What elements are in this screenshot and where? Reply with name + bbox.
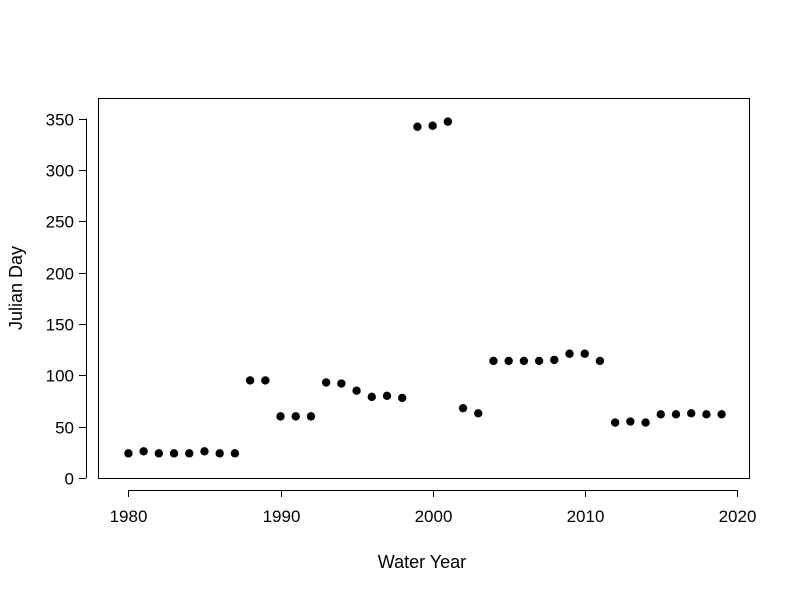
x-axis: 1980 1990 2000 2010 2020 bbox=[110, 490, 757, 526]
y-tick-label: 250 bbox=[46, 213, 74, 232]
y-tick-label: 0 bbox=[65, 470, 74, 489]
y-tick-label: 200 bbox=[46, 265, 74, 284]
data-point bbox=[245, 376, 255, 385]
data-point bbox=[519, 356, 529, 366]
data-point bbox=[276, 412, 285, 421]
y-axis-title: Julian Day bbox=[6, 246, 26, 330]
data-point bbox=[595, 356, 605, 366]
data-point bbox=[474, 409, 483, 418]
y-tick-label: 150 bbox=[46, 316, 74, 335]
y-tick-label: 50 bbox=[55, 419, 74, 438]
data-point bbox=[580, 349, 589, 358]
data-point bbox=[382, 391, 392, 401]
x-tick-label: 1990 bbox=[263, 507, 301, 526]
x-axis-title: Water Year bbox=[378, 552, 466, 572]
data-point bbox=[321, 378, 331, 387]
data-point bbox=[671, 410, 681, 419]
data-point bbox=[215, 449, 224, 458]
data-point bbox=[367, 392, 376, 402]
x-tick-label: 2010 bbox=[567, 507, 605, 526]
data-point bbox=[656, 410, 665, 419]
data-point bbox=[306, 412, 316, 421]
data-point bbox=[261, 376, 270, 385]
data-point bbox=[687, 409, 696, 418]
y-tick-label: 300 bbox=[46, 162, 74, 181]
data-point bbox=[610, 418, 620, 427]
data-point bbox=[124, 449, 133, 458]
data-point bbox=[458, 403, 468, 413]
data-point bbox=[641, 418, 650, 427]
data-point bbox=[626, 417, 635, 426]
data-point bbox=[398, 393, 407, 403]
data-point bbox=[200, 447, 209, 456]
data-point bbox=[185, 449, 194, 458]
data-point bbox=[139, 447, 148, 456]
plot-frame bbox=[98, 98, 750, 479]
data-point bbox=[169, 449, 179, 458]
data-points bbox=[124, 117, 726, 458]
data-point bbox=[504, 356, 513, 366]
data-point bbox=[717, 410, 726, 419]
data-point bbox=[489, 356, 498, 366]
data-point bbox=[352, 386, 361, 395]
x-tick-label: 2000 bbox=[415, 507, 453, 526]
data-point bbox=[443, 117, 453, 126]
y-tick-label: 100 bbox=[46, 367, 74, 386]
y-axis: 0 50 100 150 200 250 300 350 bbox=[46, 111, 87, 489]
data-point bbox=[291, 412, 300, 421]
data-point bbox=[534, 356, 544, 366]
data-point bbox=[565, 349, 574, 358]
y-tick-label: 350 bbox=[46, 111, 74, 130]
data-point bbox=[428, 121, 437, 130]
data-point bbox=[230, 449, 240, 458]
data-point bbox=[413, 122, 422, 131]
x-tick-label: 1980 bbox=[110, 507, 148, 526]
data-point bbox=[702, 410, 711, 419]
data-point bbox=[550, 355, 559, 365]
x-tick-label: 2020 bbox=[719, 507, 757, 526]
data-point bbox=[337, 379, 346, 388]
data-point bbox=[154, 449, 164, 458]
